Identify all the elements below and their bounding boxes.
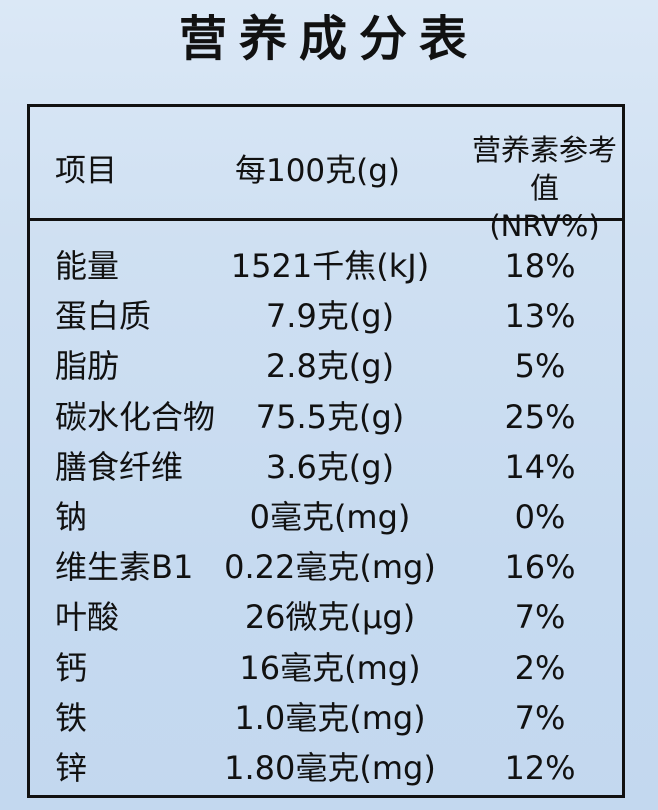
row-value: 0毫克(mg) (249, 497, 411, 536)
row-nrv: 7% (514, 598, 566, 637)
row-value: 0.22毫克(mg) (224, 548, 436, 587)
table-body: 能量 1521千焦(kJ) 18% 蛋白质 7.9克(g) 13% 脂肪 2.8… (30, 241, 622, 793)
table-row: 脂肪 2.8克(g) 5% (30, 341, 622, 391)
row-nrv: 13% (504, 297, 576, 336)
row-name: 叶酸 (55, 598, 120, 637)
row-nrv: 16% (504, 548, 576, 587)
header-nrv-line2: (NRV%) (489, 209, 600, 243)
table-row: 叶酸 26微克(μg) 7% (30, 592, 622, 642)
row-value: 1.0毫克(mg) (234, 698, 426, 737)
row-nrv: 5% (514, 347, 566, 386)
row-name: 钙 (55, 648, 88, 687)
table-row: 能量 1521千焦(kJ) 18% (30, 241, 622, 291)
table-row: 钙 16毫克(mg) 2% (30, 643, 622, 693)
row-nrv: 2% (514, 648, 566, 687)
row-name: 铁 (55, 698, 88, 737)
header-per-100g: 每100克(g) (234, 153, 401, 189)
row-value: 3.6克(g) (265, 447, 395, 486)
row-nrv: 7% (514, 698, 566, 737)
row-value: 16毫克(mg) (239, 648, 421, 687)
header-nrv-line1: 营养素参考值 (471, 133, 617, 205)
header-item: 项目 (55, 153, 117, 189)
table-header: 项目 每100克(g) 营养素参考值 (NRV%) (30, 107, 622, 243)
page-title: 营养成分表 (178, 11, 479, 67)
row-value: 26微克(μg) (244, 598, 416, 637)
row-value: 1521千焦(kJ) (230, 247, 430, 285)
table-row: 铁 1.0毫克(mg) 7% (30, 693, 622, 743)
row-name: 碳水化合物 (55, 397, 216, 436)
table-row: 维生素B1 0.22毫克(mg) 16% (30, 542, 622, 592)
row-value: 2.8克(g) (265, 347, 395, 386)
table-row: 碳水化合物 75.5克(g) 25% (30, 392, 622, 442)
header-nrv: 营养素参考值 (NRV%) (462, 131, 627, 245)
table-row: 蛋白质 7.9克(g) 13% (30, 291, 622, 341)
row-value: 7.9克(g) (265, 297, 395, 336)
row-name: 钠 (55, 497, 88, 536)
row-name: 膳食纤维 (55, 447, 184, 486)
row-name: 锌 (55, 748, 88, 787)
table-row: 钠 0毫克(mg) 0% (30, 492, 622, 542)
row-name: 蛋白质 (55, 297, 152, 336)
row-nrv: 18% (504, 247, 576, 285)
row-nrv: 25% (504, 397, 576, 436)
table-row: 锌 1.80毫克(mg) 12% (30, 743, 622, 793)
row-name: 维生素B1 (55, 548, 194, 587)
row-nrv: 12% (504, 748, 576, 787)
row-name: 能量 (55, 247, 120, 285)
row-value: 75.5克(g) (255, 397, 405, 436)
row-value: 1.80毫克(mg) (224, 748, 436, 787)
nutrition-table: 项目 每100克(g) 营养素参考值 (NRV%) 能量 1521千焦(kJ) … (27, 104, 625, 798)
row-nrv: 14% (504, 447, 576, 486)
row-name: 脂肪 (55, 347, 120, 386)
row-nrv: 0% (514, 497, 566, 536)
table-row: 膳食纤维 3.6克(g) 14% (30, 442, 622, 492)
